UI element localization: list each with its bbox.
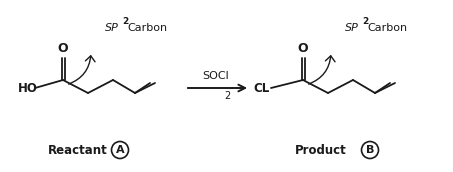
Text: B: B (366, 145, 374, 155)
FancyArrowPatch shape (68, 56, 95, 84)
Text: Product: Product (295, 143, 347, 157)
Text: 2: 2 (224, 91, 231, 101)
Text: SP: SP (345, 23, 359, 33)
FancyArrowPatch shape (308, 56, 335, 84)
Text: O: O (298, 42, 308, 55)
Text: O: O (58, 42, 68, 55)
Text: 2: 2 (122, 18, 128, 26)
Text: CL: CL (253, 82, 269, 94)
Text: Carbon: Carbon (367, 23, 407, 33)
Text: 2: 2 (362, 18, 368, 26)
Text: HO: HO (18, 82, 38, 94)
Text: Carbon: Carbon (127, 23, 167, 33)
Text: SP: SP (105, 23, 119, 33)
Text: SOCl: SOCl (202, 71, 229, 81)
Text: Reactant: Reactant (48, 143, 108, 157)
Text: A: A (116, 145, 124, 155)
